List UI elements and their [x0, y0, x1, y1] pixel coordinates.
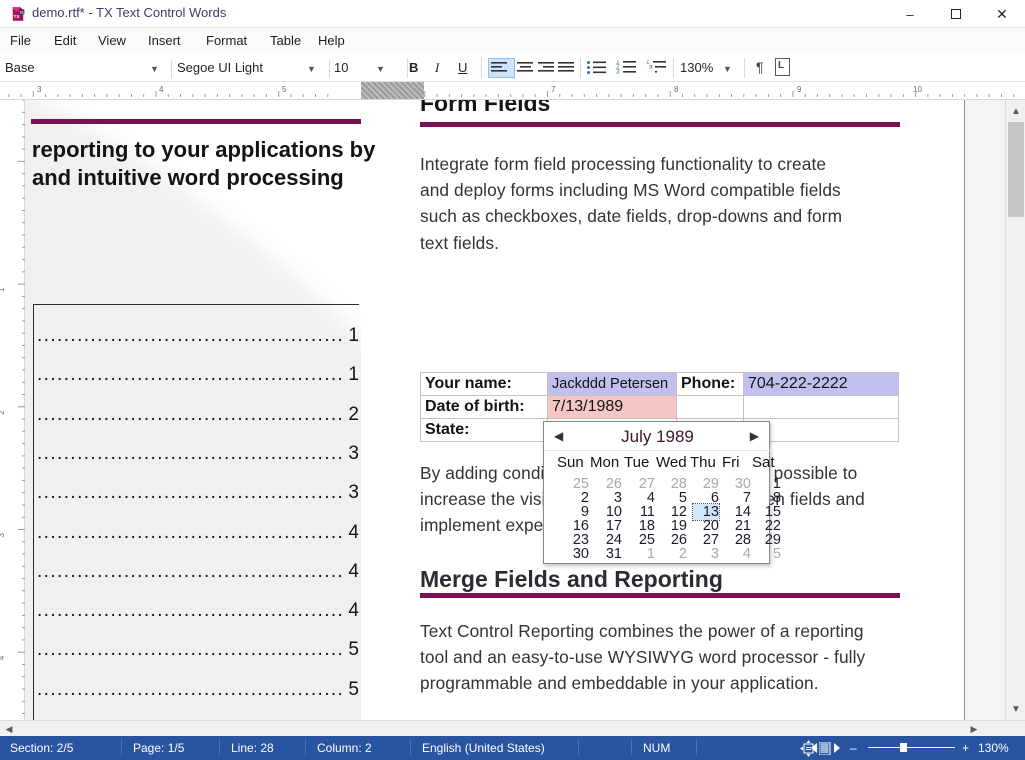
svg-text:5: 5 [282, 85, 287, 94]
svg-text:3: 3 [616, 69, 620, 76]
svg-text:2: 2 [0, 410, 6, 415]
svg-text:1: 1 [0, 287, 6, 292]
svg-text:31: 31 [20, 10, 24, 14]
svg-text:4: 4 [0, 655, 6, 660]
svg-text:7: 7 [551, 85, 556, 94]
svg-text:a: a [649, 64, 653, 71]
svg-text:4: 4 [159, 85, 164, 94]
svg-text:3: 3 [37, 85, 42, 94]
svg-text:8: 8 [674, 85, 679, 94]
svg-text:10: 10 [913, 85, 922, 94]
svg-text:TX: TX [13, 14, 20, 20]
svg-text:9: 9 [797, 85, 802, 94]
svg-text:3: 3 [0, 533, 6, 538]
